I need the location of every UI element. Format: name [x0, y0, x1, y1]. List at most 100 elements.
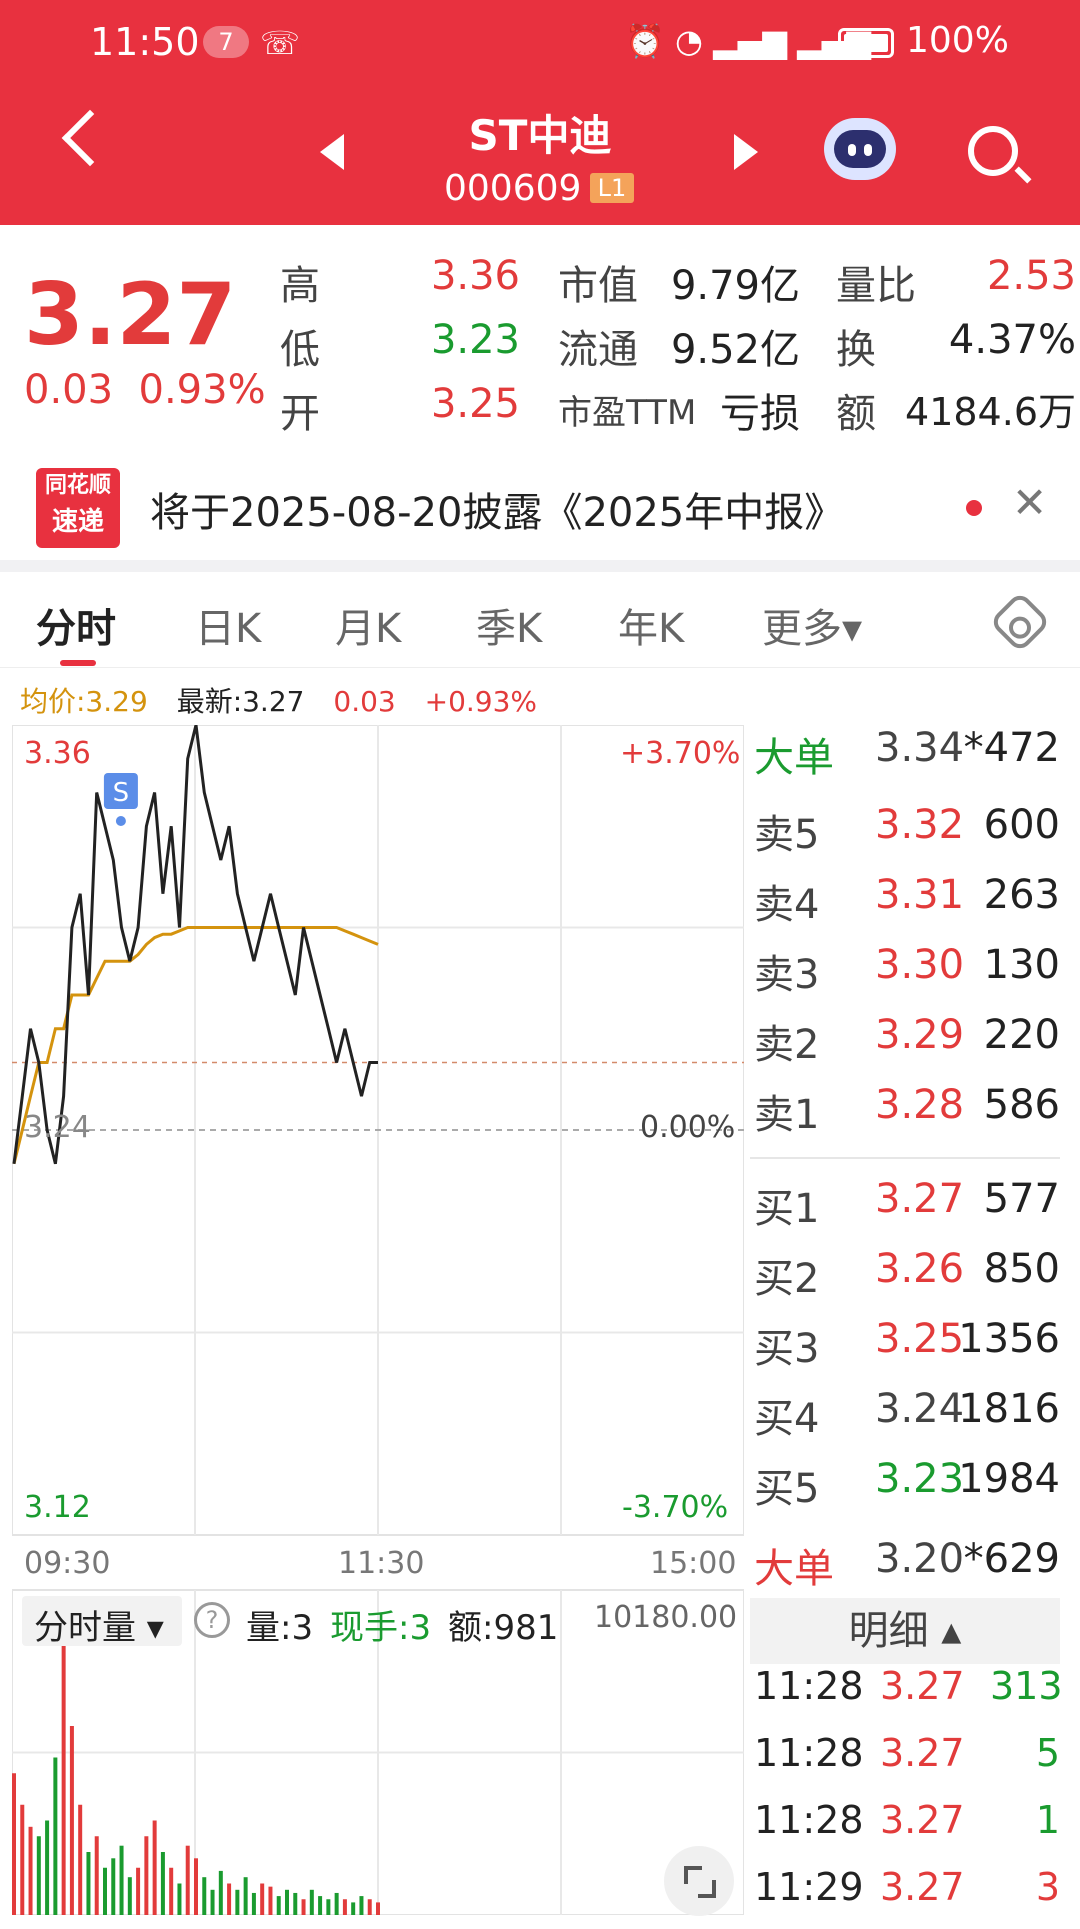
bid-row-2[interactable]: 买2 3.26 850	[754, 1246, 1060, 1302]
price-line	[12, 725, 378, 1165]
big-sell-row[interactable]: 大单 3.34 *472	[754, 725, 1060, 781]
signal-marker	[103, 773, 138, 809]
prev-stock-button[interactable]	[320, 134, 344, 170]
avg-line-info: 均价:3.29 最新:3.27 0.03 +0.93%	[20, 680, 557, 720]
low-label: 低	[280, 327, 320, 373]
tab-intraday[interactable]: 分时	[36, 606, 116, 652]
close-icon[interactable]: ✕	[1012, 478, 1048, 527]
help-icon[interactable]: ?	[194, 1602, 230, 1638]
assistant-robot-icon[interactable]	[824, 118, 896, 180]
y-label-pct-high: +3.70%	[620, 736, 741, 771]
volume-bar	[342, 1899, 347, 1915]
level-badge: L1	[590, 173, 634, 203]
volume-bar	[218, 1870, 223, 1915]
bid-row-1[interactable]: 买1 3.27 577	[754, 1176, 1060, 1232]
volume-bar	[235, 1889, 240, 1915]
volume-bar	[326, 1899, 331, 1915]
volume-bar	[28, 1826, 33, 1915]
search-icon[interactable]	[968, 126, 1018, 176]
tab-daily-k[interactable]: 日K	[195, 606, 262, 652]
float-label: 流通	[558, 327, 638, 373]
signal-dot	[115, 816, 126, 826]
quote-panel: 3.27 0.03 0.93% 高 3.36 低 3.23 开 3.25 市值 …	[0, 225, 1080, 450]
bid-row-4[interactable]: 买4 3.24 1816	[754, 1386, 1060, 1442]
tab-monthly-k[interactable]: 月K	[335, 606, 402, 652]
amount-value: 4184.6万	[905, 390, 1076, 434]
volume-bar	[177, 1883, 182, 1915]
volume-max: 10180.00	[594, 1600, 738, 1635]
trade-time: 11:29	[754, 1865, 864, 1909]
ask-row-5[interactable]: 卖5 3.32 600	[754, 802, 1060, 858]
volume-bar	[367, 1899, 372, 1915]
volume-bar	[160, 1852, 165, 1915]
stock-code: 000609	[444, 168, 582, 209]
volume-bar	[293, 1892, 298, 1915]
turnover-label: 换	[836, 327, 876, 373]
status-time: 11:50	[90, 20, 200, 64]
y-label-high: 3.36	[24, 736, 91, 771]
trade-price: 3.27	[880, 1865, 965, 1909]
ratio-value: 2.53	[986, 253, 1076, 299]
x-label-mid: 11:30	[338, 1546, 425, 1581]
volume-bar	[169, 1867, 174, 1915]
bid-row-5[interactable]: 买5 3.23 1984	[754, 1456, 1060, 1512]
tab-more[interactable]: 更多▾	[762, 606, 863, 652]
volume-bar	[260, 1883, 265, 1915]
ask-row-1[interactable]: 卖1 3.28 586	[754, 1082, 1060, 1138]
latest-price: 最新:3.27	[176, 685, 305, 718]
volume-bar	[45, 1820, 50, 1915]
latest-change: 0.03	[333, 685, 396, 718]
trade-price: 3.27	[880, 1798, 965, 1842]
volume-bar	[227, 1883, 232, 1915]
settings-icon[interactable]	[988, 590, 1052, 654]
trade-time: 11:28	[754, 1664, 864, 1708]
latest-pct: +0.93%	[424, 685, 538, 718]
trade-time: 11:28	[754, 1731, 864, 1775]
volume-dropdown[interactable]: 分时量 ▾	[22, 1596, 182, 1648]
ask-row-4[interactable]: 卖4 3.31 263	[754, 872, 1060, 928]
ask-row-2[interactable]: 卖2 3.29 220	[754, 1012, 1060, 1068]
notice-text: 将于2025-08-20披露《2025年中报》	[150, 490, 845, 536]
pe-label: 市盈TTM	[558, 393, 697, 433]
avg-price-line	[12, 926, 379, 1165]
open-value: 3.25	[430, 381, 520, 427]
next-stock-button[interactable]	[734, 134, 758, 170]
volume-bar	[194, 1858, 198, 1915]
notification-badge: 7	[203, 26, 249, 58]
ask-row-3[interactable]: 卖3 3.30 130	[754, 942, 1060, 998]
signal-marker-label: S	[113, 778, 130, 808]
volume-bar	[251, 1892, 256, 1915]
volume-bar	[20, 1804, 25, 1915]
trade-price: 3.27	[880, 1731, 965, 1775]
trade-time: 11:28	[754, 1798, 864, 1842]
trade-price: 3.27	[880, 1664, 965, 1708]
big-buy-row[interactable]: 大单 3.20 *629	[754, 1536, 1060, 1592]
y-label-pct-mid: 0.00%	[640, 1110, 736, 1145]
mcap-value: 9.79亿	[670, 263, 800, 309]
volume-bar	[53, 1757, 58, 1915]
y-label-mid: 3.24	[24, 1110, 91, 1145]
fullscreen-icon[interactable]	[664, 1846, 734, 1916]
amount-label: 额	[836, 391, 876, 437]
chart-tabs: 分时 日K 月K 季K 年K 更多▾	[0, 578, 1080, 668]
volume-bar	[210, 1889, 215, 1915]
bid-row-3[interactable]: 买3 3.25 1356	[754, 1316, 1060, 1372]
current-price: 3.27	[24, 265, 237, 365]
high-value: 3.36	[430, 253, 520, 299]
volume-bar	[334, 1892, 339, 1915]
volume-bar	[111, 1858, 116, 1915]
intraday-chart[interactable]: S	[12, 725, 744, 1915]
tab-yearly-k[interactable]: 年K	[618, 606, 685, 652]
volume-bar	[202, 1877, 207, 1915]
detail-header[interactable]: 明细 ▴	[750, 1598, 1060, 1664]
volume-bar	[94, 1836, 99, 1915]
notice-banner[interactable]: 同花顺 速递 将于2025-08-20披露《2025年中报》 ✕	[0, 458, 1080, 558]
ratio-label: 量比	[836, 263, 916, 309]
volume-amount: 额:981	[448, 1608, 559, 1648]
volume-bar	[309, 1889, 314, 1915]
battery-icon	[838, 28, 894, 58]
tab-quarterly-k[interactable]: 季K	[476, 606, 543, 652]
avg-price: 均价:3.29	[20, 685, 148, 718]
volume-bar	[12, 1773, 16, 1915]
float-value: 9.52亿	[670, 327, 800, 373]
